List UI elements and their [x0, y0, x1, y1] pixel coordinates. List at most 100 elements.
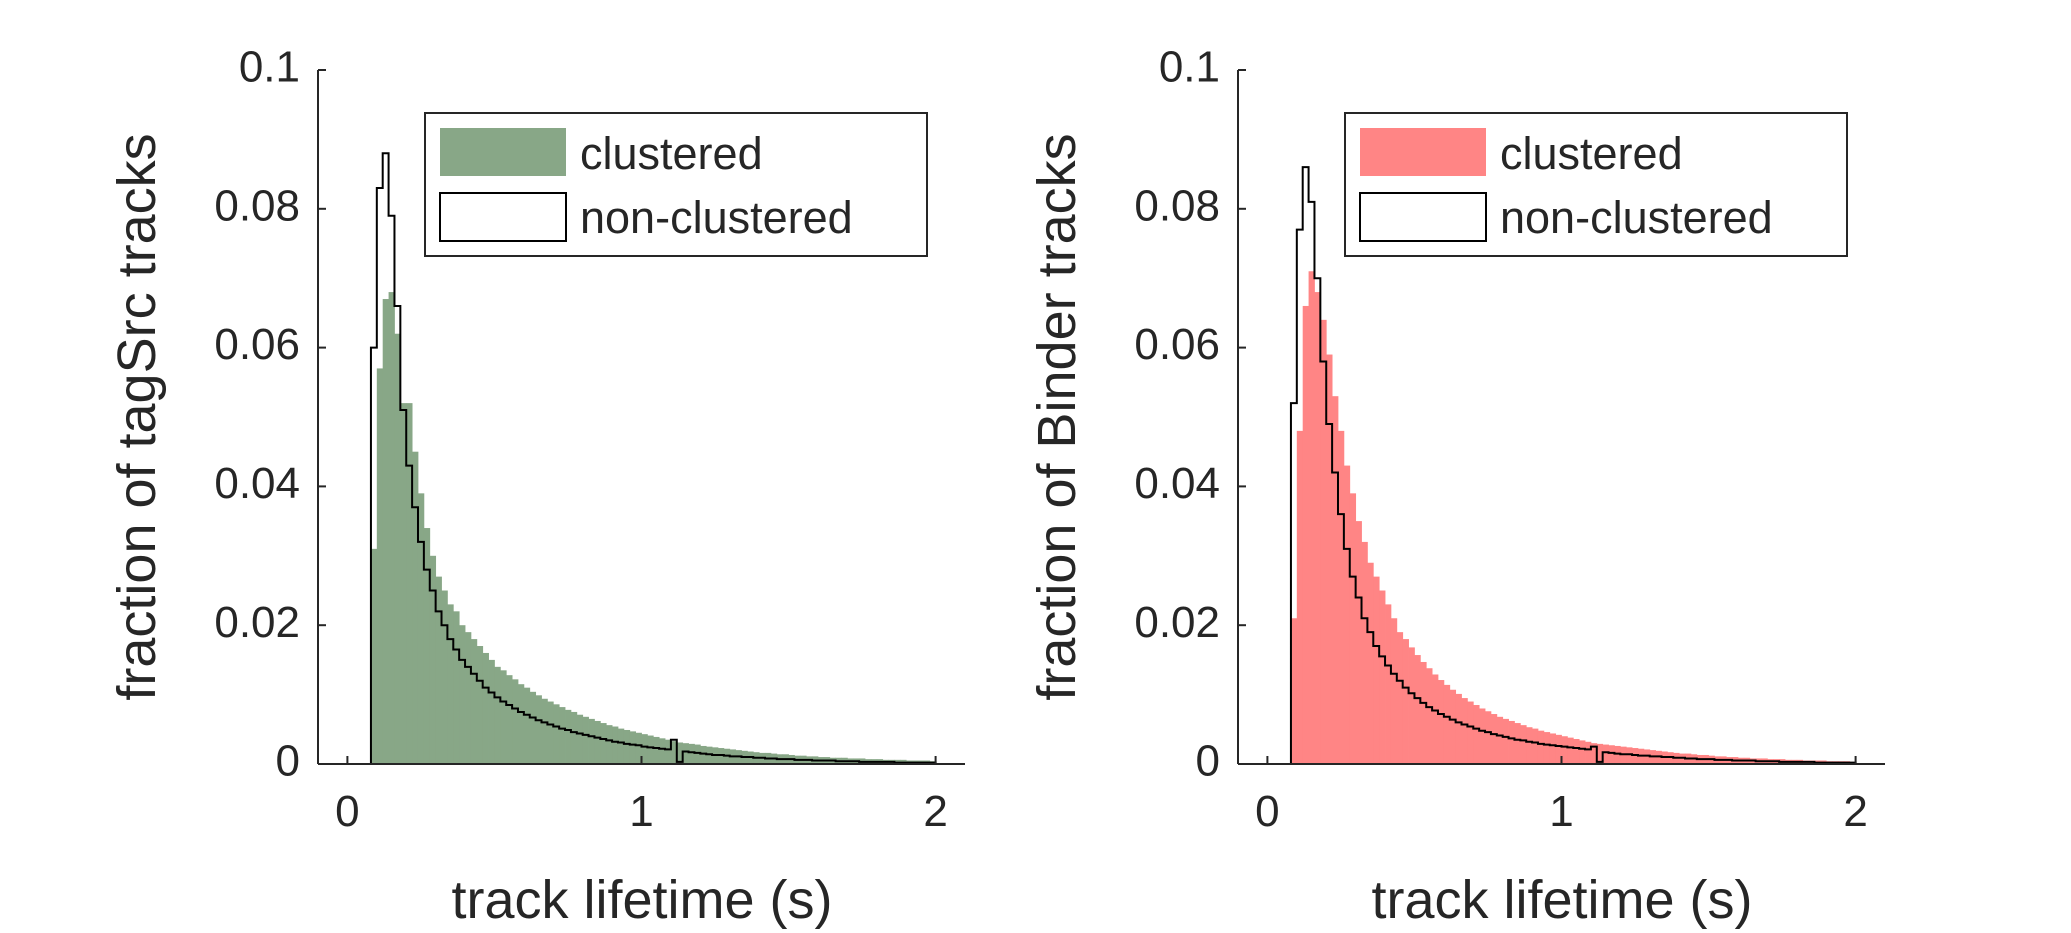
histogram-bar-clustered [1655, 750, 1662, 764]
histogram-bar-clustered [1443, 684, 1451, 764]
y-axis-label-binder: fraction of Binder tracks [1027, 133, 1087, 700]
histogram-bar-clustered [629, 731, 637, 764]
histogram-bar-clustered [647, 735, 654, 764]
histogram-bar-clustered [500, 670, 507, 764]
histogram-bar-clustered [1485, 711, 1492, 764]
histogram-bar-clustered [535, 695, 542, 764]
histogram-bar-clustered [1473, 705, 1480, 764]
histogram-bar-clustered [453, 611, 460, 764]
histogram-bar-clustered [570, 711, 578, 764]
legend-swatch-clustered-tagsrc [440, 128, 566, 176]
legend-swatch-clustered-binder [1360, 128, 1486, 176]
x-tick-label-tagsrc: 0 [335, 787, 359, 836]
histogram-bar-clustered [1308, 271, 1315, 764]
non-clustered-outline-binder [1289, 166, 1857, 764]
histogram-bar-clustered [1414, 655, 1421, 764]
histogram-bar-clustered [1496, 716, 1504, 764]
histogram-bar-clustered [1326, 354, 1333, 764]
legend-label-clustered-binder: clustered [1500, 128, 1683, 179]
histogram-bar-clustered [1596, 743, 1604, 764]
histogram-bar-clustered [1479, 708, 1486, 764]
histogram-bar-clustered [659, 738, 666, 764]
histogram-bar-clustered [523, 687, 531, 764]
histogram-bar-clustered [1332, 396, 1339, 764]
histogram-bar-clustered [388, 292, 395, 764]
histogram-bar-clustered [1585, 741, 1592, 764]
histogram-bar-clustered [623, 729, 631, 764]
histogram-bar-clustered [488, 659, 495, 764]
histogram-bar-clustered [1349, 493, 1357, 764]
y-tick-label-binder: 0.08 [1134, 181, 1220, 230]
histogram-bar-clustered [1602, 744, 1609, 764]
x-tick-label-binder: 1 [1549, 787, 1573, 836]
histogram-bar-clustered [582, 716, 589, 764]
x-tick-label-tagsrc: 2 [923, 787, 947, 836]
histogram-bar-clustered [1543, 732, 1551, 764]
histogram-bar-clustered [1561, 736, 1568, 764]
histogram-bar-clustered [476, 646, 484, 764]
histogram-bar-clustered [1526, 727, 1533, 764]
legend-binder: clustered non-clustered [1344, 112, 1848, 257]
histogram-bar-clustered [447, 604, 454, 764]
histogram-bar-clustered [559, 707, 566, 764]
histogram-bar-clustered [512, 679, 519, 764]
histogram-bar-clustered [459, 625, 466, 764]
histogram-bar-clustered [1302, 305, 1309, 764]
histogram-bar-clustered [700, 745, 707, 764]
clustered-bars-tagsrc [370, 292, 936, 764]
histogram-bar-clustered [1508, 720, 1515, 764]
histogram-bar-clustered [441, 590, 448, 764]
histogram-bar-clustered [1390, 618, 1398, 764]
histogram-bar-clustered [541, 698, 548, 764]
histogram-bar-clustered [588, 718, 595, 764]
histogram-bar-clustered [1402, 639, 1409, 764]
x-ticks-tagsrc: 0 1 2 [335, 756, 948, 836]
y-ticks-binder: 0 0.02 0.04 0.06 0.08 0.1 [1134, 43, 1246, 786]
histogram-bar-clustered [1396, 632, 1404, 764]
histogram-bar-clustered [641, 734, 648, 764]
y-tick-label-tagsrc: 0 [276, 737, 300, 786]
legend-label-non-clustered-tagsrc: non-clustered [580, 192, 853, 243]
histogram-bar-clustered [506, 675, 513, 764]
histogram-bar-clustered [1643, 749, 1651, 764]
histogram-bar-clustered [1408, 647, 1415, 764]
y-tick-label-binder: 0.06 [1134, 320, 1220, 369]
y-tick-label-binder: 0 [1196, 737, 1220, 786]
histogram-bar-clustered [406, 403, 413, 764]
histogram-bar-clustered [1361, 541, 1368, 764]
histogram-bar-clustered [482, 652, 489, 764]
histogram-bar-clustered [1679, 753, 1686, 764]
histogram-bar-clustered [688, 743, 695, 764]
histogram-bar-clustered [1632, 748, 1639, 764]
histogram-bar-clustered [423, 528, 431, 764]
histogram-bar-clustered [470, 639, 478, 764]
histogram-bar-clustered [547, 701, 554, 764]
histogram-bar-clustered [1555, 734, 1562, 764]
x-axis-label-tagsrc: track lifetime (s) [451, 870, 832, 930]
histogram-bar-clustered [576, 714, 584, 764]
non-clustered-outline-tagsrc [369, 152, 937, 764]
histogram-bar-clustered [1385, 604, 1392, 764]
y-tick-label-binder: 0.04 [1134, 459, 1220, 508]
histogram-bar-clustered [1620, 746, 1627, 764]
histogram-bar-clustered [1337, 430, 1345, 764]
y-axis-label-tagsrc: fraction of tagSrc tracks [107, 133, 167, 700]
x-ticks-binder: 0 1 2 [1255, 756, 1868, 836]
histogram-bar-clustered [612, 726, 619, 764]
y-tick-label-tagsrc: 0.08 [214, 181, 300, 230]
histogram-bar-clustered [417, 493, 425, 764]
histogram-bar-clustered [370, 548, 378, 764]
histogram-bar-clustered [529, 691, 537, 764]
histogram-bar-clustered [1626, 747, 1633, 764]
histogram-bar-clustered [676, 742, 684, 764]
histogram-bar-clustered [617, 728, 625, 764]
plot-area-binder [1289, 166, 1857, 764]
legend-label-clustered-tagsrc: clustered [580, 128, 763, 179]
histogram-bar-clustered [1567, 737, 1574, 764]
histogram-bar-clustered [1590, 743, 1598, 764]
histogram-bar-clustered [1426, 668, 1433, 764]
histogram-bar-clustered [682, 743, 689, 764]
histogram-bar-clustered [1320, 319, 1327, 764]
histogram-bar-clustered [517, 684, 525, 764]
histogram-bar-clustered [1461, 698, 1468, 764]
